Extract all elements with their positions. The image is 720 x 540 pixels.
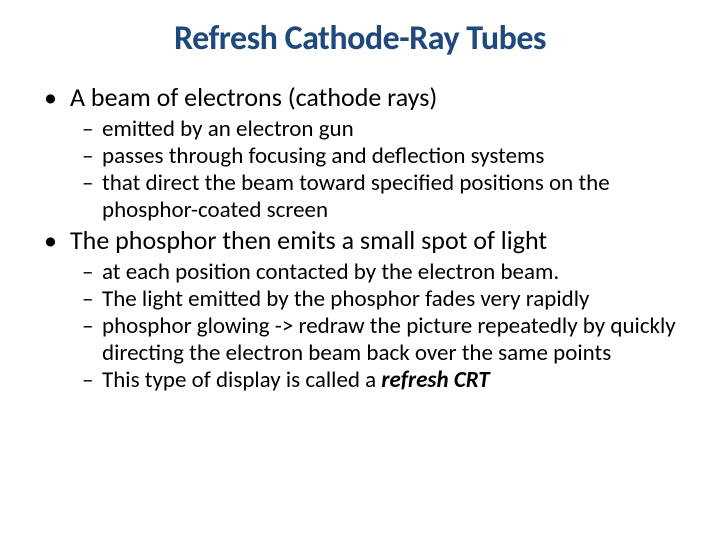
bullet-marker-l1: • [44,224,70,257]
bullet-marker-l2: – [82,116,102,143]
bullet-level2: – The light emitted by the phosphor fade… [82,286,680,313]
bullet-marker-l1: • [44,81,70,114]
bullet-marker-l2: – [82,286,102,313]
bullet-text: passes through focusing and deflection s… [102,143,544,170]
bullet-marker-l2: – [82,259,102,286]
bullet-text: A beam of electrons (cathode rays) [70,81,437,114]
bullet-marker-l2: – [82,170,102,197]
bullet-level2: – emitted by an electron gun [82,116,680,143]
bullet-text-part: This type of display is called a [102,366,381,394]
bullet-text: that direct the beam toward specified po… [102,170,680,224]
bullet-level2: – at each position contacted by the elec… [82,259,680,286]
bullet-text: emitted by an electron gun [102,116,354,143]
slide-title: Refresh Cathode-Ray Tubes [40,18,680,59]
bullet-level1: • The phosphor then emits a small spot o… [44,224,680,257]
bullet-level2: – passes through focusing and deflection… [82,143,680,170]
bullet-text: The light emitted by the phosphor fades … [102,286,589,313]
bullet-level2: – that direct the beam toward specified … [82,170,680,224]
bullet-marker-l2: – [82,143,102,170]
bullet-text: This type of display is called a refresh… [102,367,490,394]
bullet-marker-l2: – [82,367,102,394]
bullet-text: phosphor glowing -> redraw the picture r… [102,313,680,367]
slide-body: • A beam of electrons (cathode rays) – e… [40,81,680,394]
bullet-text: The phosphor then emits a small spot of … [70,224,547,257]
bullet-level2: – phosphor glowing -> redraw the picture… [82,313,680,367]
bullet-level1: • A beam of electrons (cathode rays) [44,81,680,114]
bullet-text: at each position contacted by the electr… [102,259,559,286]
bullet-marker-l2: – [82,313,102,340]
emphasis-text: refresh CRT [381,366,489,394]
bullet-level2: – This type of display is called a refre… [82,367,680,394]
